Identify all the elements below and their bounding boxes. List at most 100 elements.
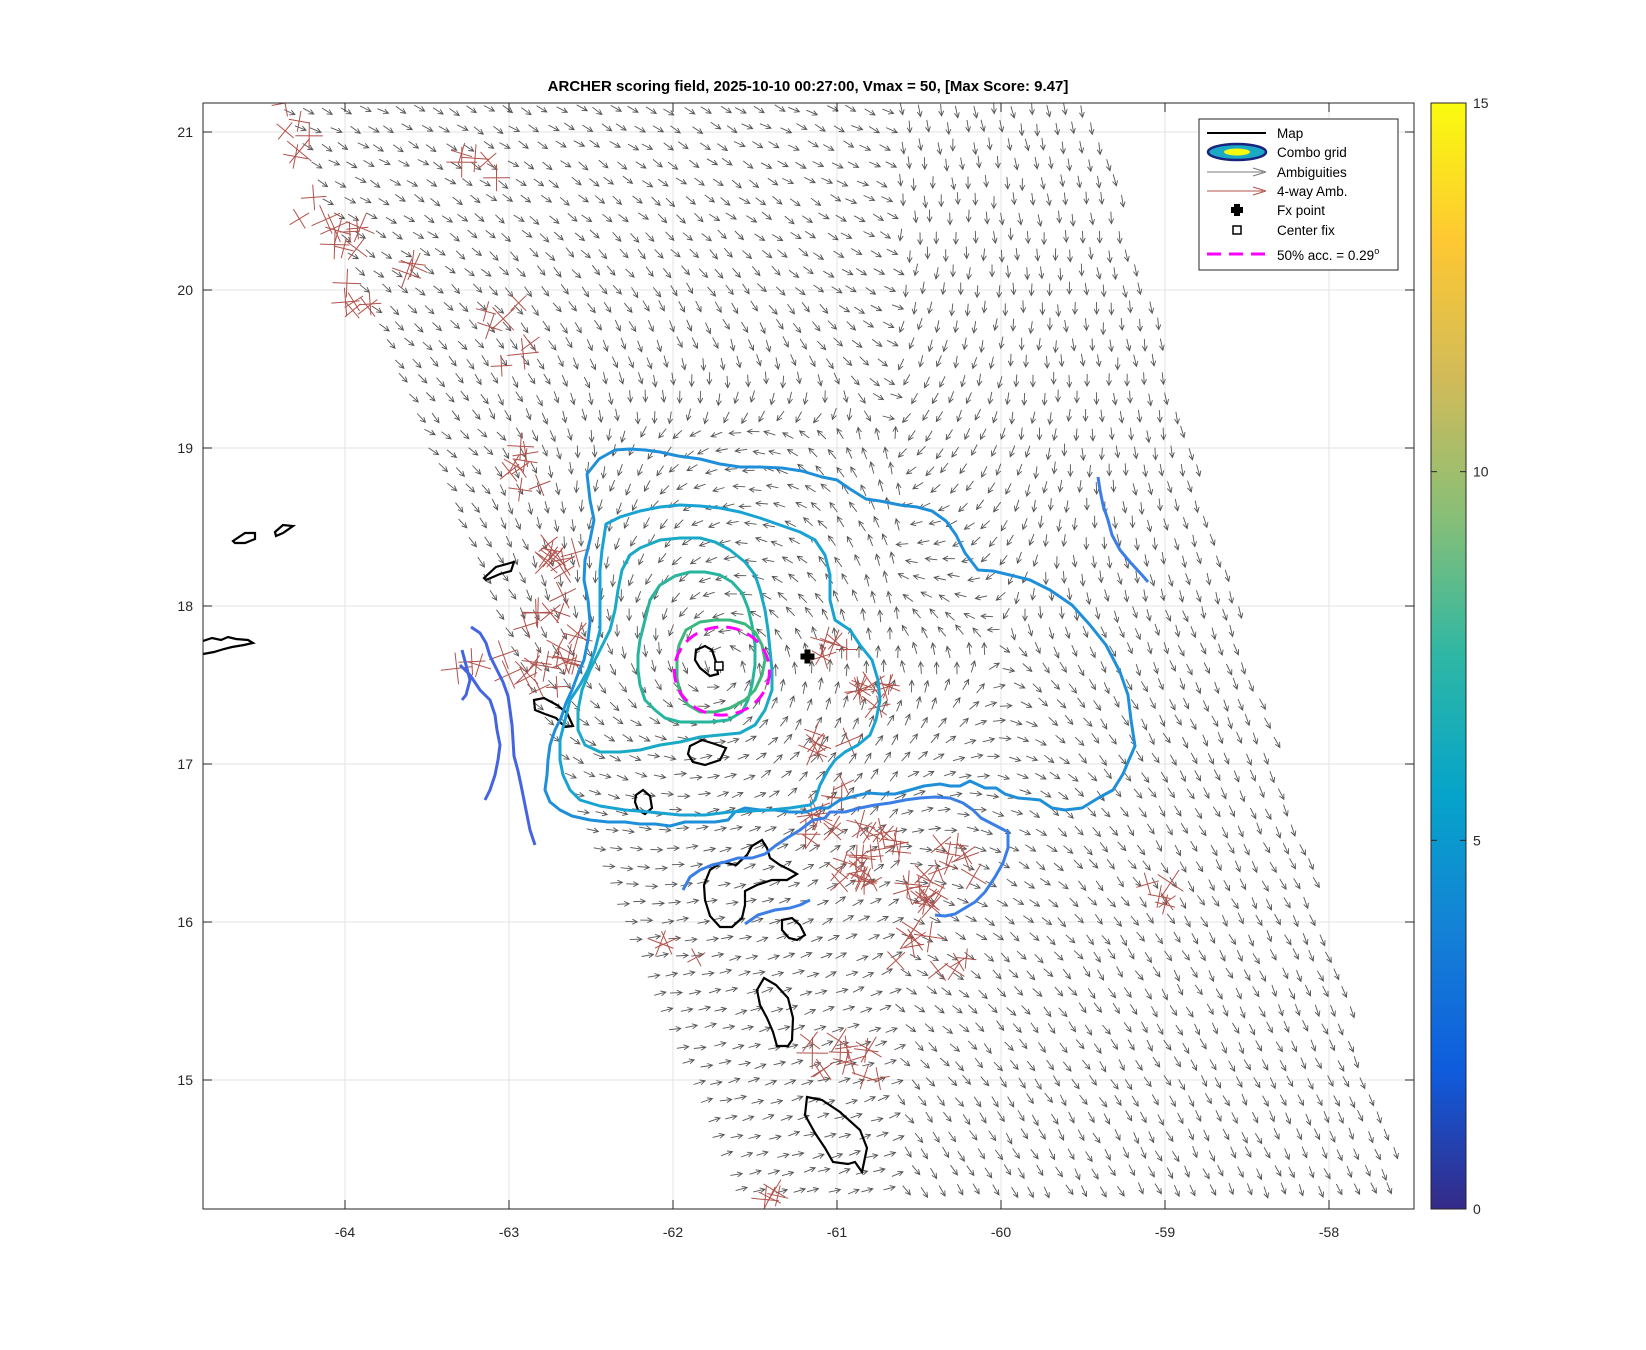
ambiguity-vector [814,592,824,603]
ambiguity-vector [650,659,657,673]
ambiguity-vector [1095,880,1104,892]
y-tick-label: 21 [177,124,193,140]
fourway-ambiguity [510,294,527,312]
ambiguity-vector [1137,1182,1144,1195]
ambiguity-vector [762,522,776,529]
ambiguity-vector [1321,1023,1329,1035]
ambiguity-vector [1211,896,1220,907]
ambiguity-vector [987,1003,998,1014]
ambiguity-vector [870,590,876,604]
ambiguity-vector [1089,428,1096,442]
ambiguity-vector [1215,988,1223,1000]
ambiguity-vector [602,863,616,870]
ambiguity-vector [583,376,591,389]
ambiguity-vector [474,213,485,223]
ambiguity-vector [774,357,781,371]
ambiguity-vector [827,448,837,460]
ambiguity-vector [698,1005,712,1012]
ambiguity-vector [920,1187,929,1199]
ambiguity-vector [1157,678,1164,691]
fourway-ambiguity [477,314,503,340]
ambiguity-vector [321,107,334,115]
ambiguity-vector [627,356,634,369]
ambiguity-vector [340,107,353,115]
ambiguity-vector [800,952,813,959]
ambiguity-vector [548,340,557,351]
ambiguity-vector [1263,842,1271,854]
ambiguity-vector [956,1183,964,1196]
ambiguity-vector [781,556,794,564]
ambiguity-vector [1020,1128,1029,1140]
ambiguity-vector [1043,968,1054,978]
ambiguity-vector [1067,249,1073,263]
ambiguity-vector [1159,338,1165,352]
ambiguity-vector [696,447,709,455]
ambiguity-vector [553,519,560,533]
ambiguity-vector [924,246,931,260]
ambiguity-vector [953,661,960,675]
ambiguity-vector [803,266,814,275]
ambiguity-vector [1000,952,1010,963]
ambiguity-vector [391,270,403,278]
ambiguity-vector [1228,591,1235,604]
ambiguity-vector [1114,1129,1121,1142]
ambiguity-vector [968,1004,978,1015]
ambiguity-vector [541,444,548,457]
ambiguity-vector [328,159,341,166]
ambiguity-vector [678,573,689,583]
ambiguity-vector [1020,300,1027,314]
ambiguity-vector [572,357,579,370]
ambiguity-vector [545,252,556,262]
ambiguity-vector [841,573,849,585]
ambiguity-vector [806,571,817,582]
ambiguity-vector [1089,646,1096,659]
ambiguity-vector [787,391,793,405]
ambiguity-vector [951,540,964,547]
ambiguity-vector [609,754,622,762]
ambiguity-vector [359,197,372,204]
ambiguity-vector [993,932,1005,941]
ambiguity-vector [637,864,651,871]
ambiguity-vector [917,232,924,246]
ambiguity-vector [909,953,922,961]
ambiguity-vector [1094,914,1103,925]
ambiguity-vector [452,196,463,206]
ambiguity-vector [1088,122,1095,136]
ambiguity-vector [671,861,685,868]
ambiguity-vector [1095,354,1102,368]
ambiguity-vector [620,646,627,660]
ambiguity-vector [544,588,551,601]
ambiguity-vector [804,606,814,618]
ambiguity-vector [863,231,876,238]
ambiguity-vector [962,1074,972,1085]
ambiguity-vector [1012,1148,1021,1160]
ambiguity-vector [926,209,933,223]
ambiguity-vector [515,178,527,187]
fourway-ambiguity [796,1037,829,1069]
ambiguity-vector [938,1185,946,1197]
score-contours [458,447,1150,926]
ambiguity-vector [1078,141,1085,154]
ambiguity-vector [747,339,755,352]
ambiguity-vector [707,286,717,297]
ambiguity-vector [1207,753,1214,765]
ambiguity-vector [964,738,977,745]
ambiguity-vector [976,373,983,387]
ambiguity-vector [685,1023,699,1030]
ambiguity-vector [1148,1166,1155,1178]
ambiguity-vector [728,1077,741,1084]
ambiguity-vector [1101,807,1111,818]
ambiguity-vector [638,553,645,566]
ambiguity-vector [974,846,987,853]
ambiguity-vector [712,915,726,922]
ambiguity-vector [883,377,896,386]
ambiguity-vector [761,897,775,903]
ambiguity-vector [1296,1128,1303,1141]
ambiguity-vector [891,304,905,311]
ambiguity-vector [1119,194,1126,208]
ambiguity-vector [960,374,966,388]
ambiguity-vector [433,285,444,294]
ambiguity-vector [1148,1131,1155,1144]
